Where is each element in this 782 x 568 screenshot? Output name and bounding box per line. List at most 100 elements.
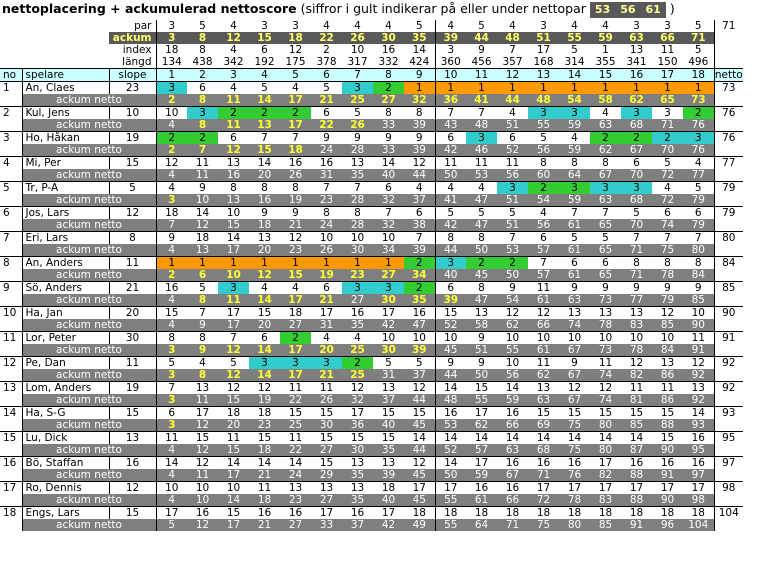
net-placement-cell: 8 — [466, 281, 497, 294]
ackum-netto-cell: 12 — [187, 444, 218, 457]
ackum-netto-cell: 63 — [497, 444, 528, 457]
net-placement-cell: 13 — [621, 306, 652, 319]
net-placement-cell: 18 — [373, 481, 404, 494]
net-placement-cell: 4 — [155, 181, 187, 194]
ackum-netto-cell: 64 — [559, 169, 590, 182]
ackum-netto-cell: 39 — [434, 294, 466, 307]
net-placement-cell: 8 — [652, 256, 683, 269]
net-placement-cell: 9 — [155, 231, 187, 244]
blank-cell — [713, 394, 743, 407]
ackum-netto-cell: 31 — [311, 169, 342, 182]
player-row: 15 Lu, Dick 13 11 15 11 15 11 15 15 15 14 14 14 14 14 14… — [0, 431, 743, 444]
net-placement-cell: 1 — [559, 81, 590, 94]
player-row: 13 Lom, Anders 19 7 13 12 12 11 11 12 13 12 14 15 14 13… — [0, 381, 743, 394]
ackum-netto-cell: 24 — [311, 144, 342, 157]
ackum-netto-cell: 61 — [466, 494, 497, 507]
ackum-netto-cell: 68 — [621, 119, 652, 132]
header-label-langd: längd — [109, 56, 157, 69]
net-placement-cell: 7 — [404, 231, 435, 244]
ackum-netto-cell: 12 — [218, 369, 249, 382]
ackum-netto-cell: 95 — [683, 444, 714, 457]
net-placement-cell: 2 — [404, 281, 435, 294]
ackum-netto-cell: 20 — [249, 169, 280, 182]
player-slope: 19 — [108, 131, 157, 144]
net-placement-cell: 18 — [652, 506, 683, 519]
ackum-netto-cell: 53 — [497, 244, 528, 257]
ackum-netto-cell: 55 — [466, 394, 497, 407]
player-row: 12 Pe, Dan 11 5 4 5 3 3 3 2 5 5 9 9 10 11 9 11 12 13 12 92 — [0, 356, 743, 369]
net-placement-cell: 11 — [249, 481, 280, 494]
ackum-netto-row: ackum netto 2 7 12 15 18 24 28 33 39 42 46 52 56 59 62 6… — [0, 144, 743, 157]
ackum-netto-cell: 35 — [342, 319, 373, 332]
ackum-netto-cell: 57 — [528, 269, 559, 282]
net-placement-cell: 7 — [683, 231, 714, 244]
net-placement-cell: 12 — [497, 306, 528, 319]
ackum-netto-cell: 84 — [652, 344, 683, 357]
player-netto: 79 — [713, 206, 743, 219]
net-placement-cell: 8 — [621, 256, 652, 269]
net-placement-cell: 9 — [559, 281, 590, 294]
hole-index-cell: 14 — [412, 44, 426, 56]
hole-ackum-cell: 18 — [280, 32, 311, 44]
ackum-netto-cell: 44 — [434, 244, 466, 257]
net-placement-cell: 12 — [218, 381, 249, 394]
ackum-netto-cell: 25 — [342, 94, 373, 107]
player-netto: 79 — [713, 181, 743, 194]
hole-par-cell: 3 — [540, 20, 547, 32]
net-placement-cell: 18 — [590, 506, 621, 519]
ackum-netto-row: ackum netto 3 8 12 14 17 21 25 31 37 44 50 56 62 67 74 8… — [0, 369, 743, 382]
ackum-netto-cell: 85 — [621, 419, 652, 432]
net-placement-cell: 8 — [187, 331, 218, 344]
net-placement-cell: 4 — [187, 356, 218, 369]
net-placement-cell: 12 — [280, 231, 311, 244]
net-placement-cell: 14 — [187, 206, 218, 219]
net-placement-cell: 17 — [590, 481, 621, 494]
net-placement-cell: 15 — [373, 431, 404, 444]
ackum-netto-cell: 11 — [187, 469, 218, 482]
ackum-netto-cell: 15 — [218, 444, 249, 457]
hole-number-header: 3 — [218, 68, 249, 82]
ackum-netto-label: ackum netto — [21, 469, 156, 482]
ackum-netto-label: ackum netto — [21, 269, 156, 282]
ackum-netto-row: ackum netto 5 12 17 21 27 33 37 42 49 55 64 71 75 80 85… — [0, 519, 743, 531]
blank-cell — [0, 494, 22, 507]
net-placement-cell: 15 — [652, 406, 683, 419]
hole-par-cell: 5 — [199, 20, 206, 32]
net-placement-cell: 8 — [249, 181, 280, 194]
net-placement-cell: 18 — [559, 506, 590, 519]
blank-cell — [713, 294, 743, 307]
ackum-netto-cell: 78 — [621, 344, 652, 357]
ackum-netto-row: ackum netto 4 9 17 20 27 31 35 42 47 52 58 62 66 74 78 8… — [0, 319, 743, 332]
ackum-netto-cell: 72 — [652, 194, 683, 207]
ackum-netto-cell: 58 — [466, 319, 497, 332]
ackum-netto-cell: 39 — [373, 469, 404, 482]
ackum-netto-cell: 3 — [155, 394, 187, 407]
ackum-netto-cell: 51 — [497, 219, 528, 232]
net-placement-cell: 6 — [683, 206, 714, 219]
ackum-netto-cell: 67 — [590, 169, 621, 182]
net-placement-cell: 17 — [187, 406, 218, 419]
net-placement-cell: 17 — [466, 406, 497, 419]
player-name: Engs, Lars — [21, 506, 109, 519]
hole-langd-cell: 314 — [564, 56, 585, 68]
blank-cell — [713, 32, 743, 44]
hole-number-header: 9 — [404, 68, 435, 82]
ackum-netto-cell: 78 — [590, 319, 621, 332]
hole-langd-cell: 342 — [223, 56, 244, 68]
ackum-netto-cell: 71 — [497, 519, 528, 531]
ackum-netto-cell: 91 — [652, 469, 683, 482]
blank-cell — [0, 56, 22, 69]
ackum-netto-cell: 32 — [404, 94, 435, 107]
net-placement-cell: 11 — [652, 381, 683, 394]
net-placement-cell: 17 — [311, 506, 342, 519]
net-placement-cell: 4 — [218, 81, 249, 94]
net-placement-cell: 10 — [155, 481, 187, 494]
ackum-netto-row: ackum netto 7 12 15 18 21 24 28 32 38 42 47 51 56 61 65… — [0, 219, 743, 232]
net-placement-cell: 3 — [311, 356, 342, 369]
ackum-netto-row: ackum netto 2 6 10 12 15 19 23 27 34 40 45 50 57 61 65 7… — [0, 269, 743, 282]
player-name: Ha, S-G — [21, 406, 109, 419]
ackum-netto-cell: 90 — [652, 494, 683, 507]
hole-langd-cell: 496 — [688, 56, 709, 68]
ackum-netto-cell: 27 — [280, 319, 311, 332]
net-placement-cell: 7 — [311, 181, 342, 194]
